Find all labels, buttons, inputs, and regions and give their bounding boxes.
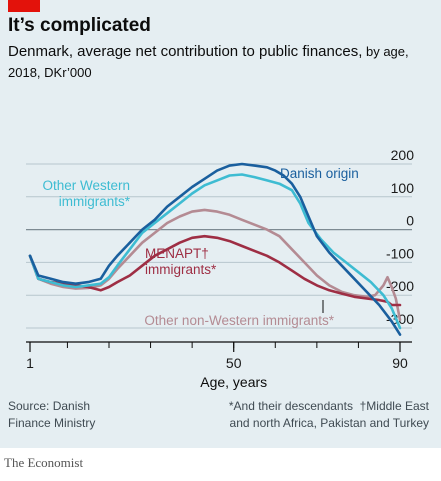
x-tick-label: 90 [392, 355, 408, 371]
chart-title: It’s complicated [8, 15, 151, 36]
economist-red-tag [8, 0, 40, 12]
y-tick-label: 100 [391, 180, 415, 196]
footnotes: *And their descendants †Middle East and … [149, 398, 429, 432]
series-label-menapt-immigrants: immigrants* [145, 262, 217, 277]
footnote-menapt-title: †Middle East [359, 399, 429, 413]
series-label-menapt-immigrants: MENAPT† [145, 246, 209, 261]
y-tick-label: 0 [406, 213, 414, 229]
subtitle-units: by age, 2018, DKr’000 [8, 44, 409, 80]
x-axis-label: Age, years [200, 374, 267, 390]
series-line-other-western-immigrants [28, 173, 402, 330]
y-tick-label: 200 [391, 147, 415, 163]
x-axis: 1 50 90 [26, 341, 412, 371]
series-label-other-non-western-immigrants: Other non-Western immigrants* [144, 313, 334, 328]
series-label-other-western-immigrants: immigrants* [59, 194, 131, 209]
x-tick-label: 1 [26, 355, 34, 371]
series-line-danish-origin [28, 162, 402, 336]
series-label-other-western-immigrants: Other Western [42, 178, 130, 193]
footnote-menapt-detail: and north Africa, Pakistan and Turkey [229, 416, 429, 430]
y-tick-label: -100 [386, 245, 414, 261]
brand-logo-text: The Economist [4, 455, 84, 470]
series-lines [28, 162, 402, 336]
subtitle-main: Denmark, average net contribution to pub… [8, 43, 363, 60]
source-note: Source: Danish Finance Ministry [8, 399, 96, 430]
series-line-menapt-immigrants [28, 234, 402, 307]
footnote-descendants: *And their descendants [228, 399, 353, 413]
chart-subtitle: Denmark, average net contribution to pub… [8, 41, 428, 83]
series-label-danish-origin: Danish origin [280, 166, 359, 181]
chart-card [0, 0, 441, 448]
x-tick-label: 50 [226, 355, 242, 371]
